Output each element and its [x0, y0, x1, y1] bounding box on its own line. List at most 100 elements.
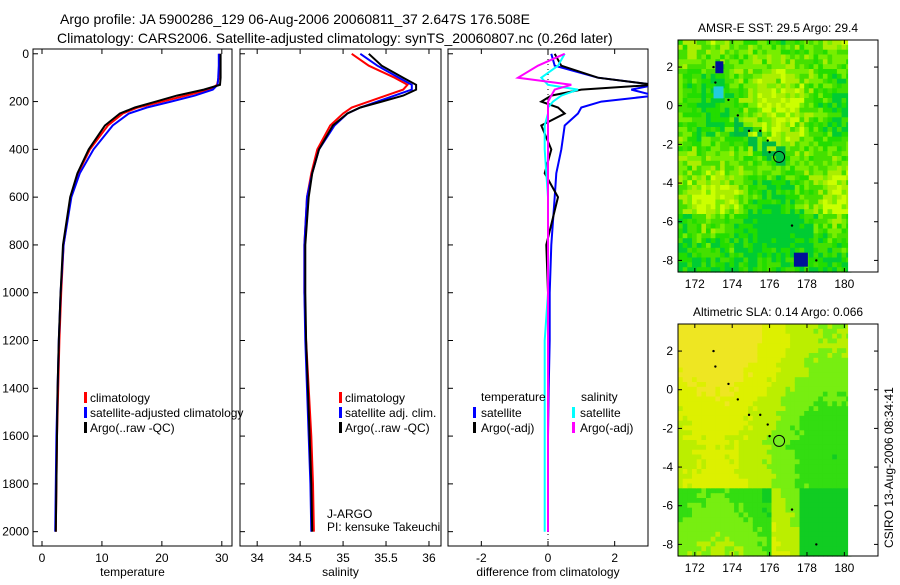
map-cell [836, 425, 843, 431]
map-cell [682, 469, 688, 475]
map-cell [710, 218, 716, 225]
map-cell [813, 536, 819, 543]
map-cell [790, 165, 796, 172]
map-cell [734, 102, 740, 109]
map-cell [715, 54, 721, 60]
map-cell [776, 156, 782, 162]
map-cell [710, 156, 716, 162]
map-cell [771, 406, 777, 412]
map-cell [743, 262, 749, 268]
map-cell [678, 507, 684, 514]
map-cell [780, 233, 787, 239]
map-cell [762, 209, 768, 215]
map-cell [734, 386, 740, 393]
map-cell [776, 328, 782, 335]
map-cell [771, 69, 777, 75]
map-cell [738, 98, 744, 104]
map-cell [729, 401, 735, 407]
map-cell [729, 483, 735, 489]
map-cell [794, 454, 801, 460]
map-cell [841, 257, 847, 263]
map-cell [836, 243, 843, 249]
map-cell [706, 401, 712, 407]
map-cell [785, 40, 791, 46]
map-cell [757, 73, 763, 80]
map-cell [743, 362, 749, 369]
map-cell [729, 262, 735, 268]
map-cell [780, 146, 787, 152]
map-cell [785, 93, 791, 99]
map-cell [682, 531, 688, 538]
map-cell [692, 353, 698, 359]
map-cell [762, 440, 768, 446]
y-tick-label: 1800 [2, 477, 29, 491]
map-cell [710, 531, 716, 538]
map-cell [808, 541, 815, 547]
map-cell [696, 459, 702, 465]
map-cell [701, 498, 707, 504]
map-cell [785, 357, 791, 364]
map-cell [794, 551, 801, 557]
map-cell [710, 170, 716, 176]
map-cell [832, 488, 838, 494]
map-cell [822, 440, 829, 446]
map-cell [748, 444, 754, 451]
map-cell [822, 98, 829, 104]
map-cell [710, 194, 716, 201]
map-cell [738, 454, 744, 460]
map-cell [776, 386, 782, 393]
sla-map-frame [677, 323, 879, 557]
map-cell [706, 257, 712, 263]
map-cell [804, 430, 810, 436]
map-cell [776, 348, 782, 354]
map-cell [743, 449, 749, 456]
map-cell [710, 464, 716, 470]
map-cell [752, 247, 759, 254]
map-cell [696, 252, 702, 259]
map-cell [827, 464, 833, 470]
map-cell [692, 473, 698, 480]
map-cell [720, 214, 726, 220]
map-cell [748, 464, 754, 470]
map-cell [743, 498, 749, 504]
map-cell [752, 483, 759, 489]
map-cell [706, 83, 712, 89]
map-cell [692, 73, 698, 80]
map-cell [827, 382, 833, 388]
map-cell [799, 502, 805, 509]
series-salinity-satellite [539, 53, 579, 532]
map-cell [701, 507, 707, 514]
map-cell [757, 252, 763, 259]
map-cell [682, 199, 688, 205]
map-cell [794, 531, 801, 538]
map-cell [706, 527, 712, 533]
map-cell [841, 98, 847, 104]
map-cell [696, 507, 702, 514]
map-cell [682, 527, 688, 533]
map-cell [822, 127, 829, 133]
map-cell [682, 49, 688, 56]
map-cell [710, 209, 716, 215]
map-cell [808, 517, 815, 523]
map-cell [752, 64, 759, 70]
map-cell [696, 78, 702, 85]
map-cell [785, 343, 791, 349]
map-cell [692, 247, 698, 254]
map-cell [748, 214, 754, 220]
map-cell [780, 328, 787, 335]
map-cell [687, 367, 693, 373]
map-cell [748, 338, 754, 344]
map-cell [678, 69, 684, 75]
map-cell [701, 151, 707, 157]
map-cell [762, 136, 768, 143]
map-cell [790, 151, 796, 157]
legend-swatch [572, 407, 575, 418]
map-cell [706, 209, 712, 215]
map-cell [822, 483, 829, 489]
map-cell [808, 353, 815, 359]
map-cell [706, 541, 712, 547]
map-cell [771, 257, 777, 263]
map-cell [799, 367, 805, 373]
map-cell [776, 367, 782, 373]
map-cell [794, 223, 801, 230]
